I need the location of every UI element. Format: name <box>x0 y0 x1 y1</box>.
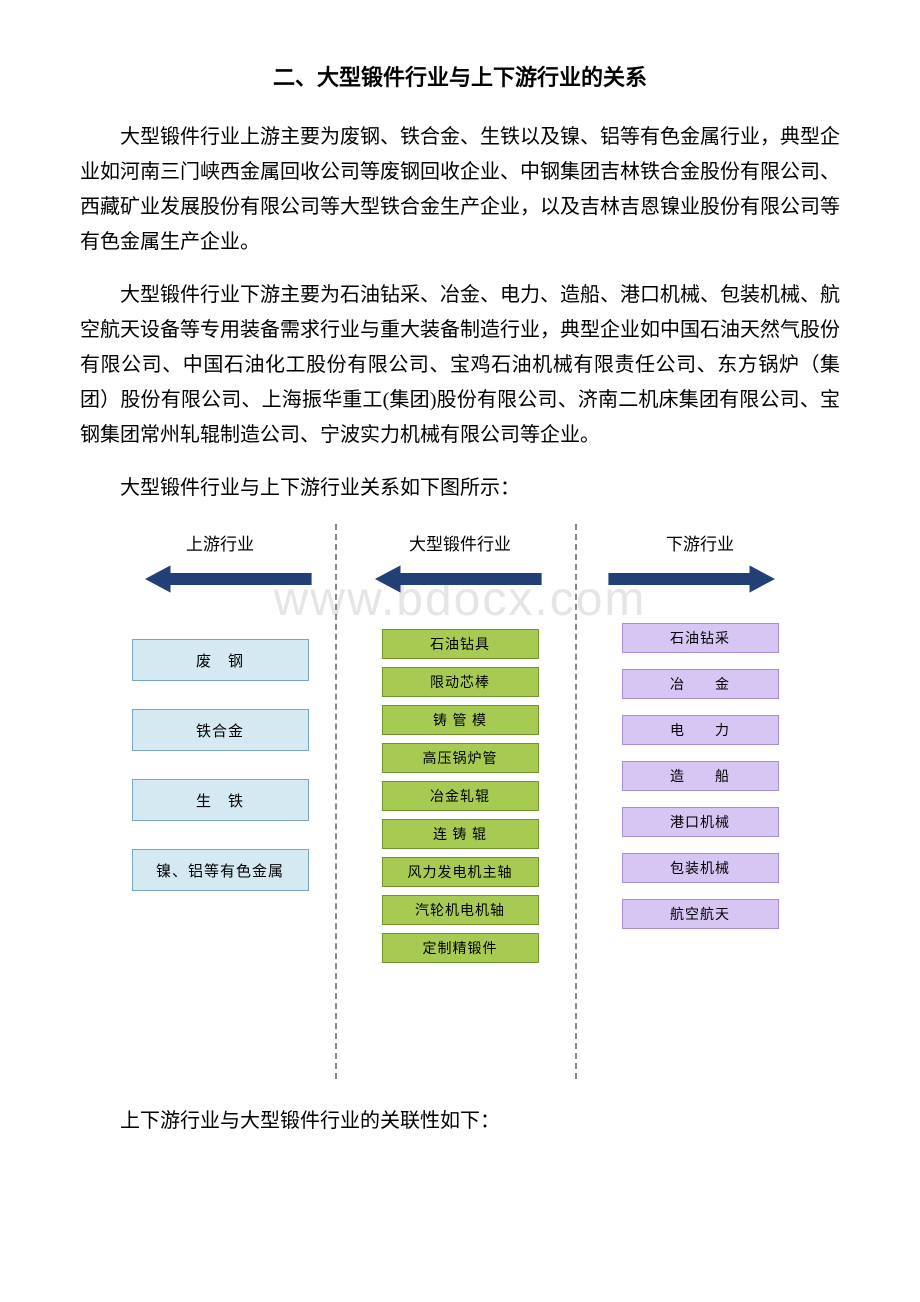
downstream-box-4: 港口机械 <box>622 807 779 837</box>
downstream-box-1: 冶 金 <box>622 669 779 699</box>
downstream-boxes: 石油钻采冶 金电 力造 船港口机械包装机械航空航天 <box>622 623 779 929</box>
arrow-right-icon <box>605 559 775 599</box>
upstream-header: 上游行业 <box>186 530 254 555</box>
column-industry: 大型锻件行业 石油钻具限动芯棒铸 管 模高压锅炉管冶金轧辊连 铸 辊风力发电机主… <box>350 524 570 963</box>
divider-1 <box>335 524 337 1079</box>
paragraph-2: 大型锻件行业下游主要为石油钻采、冶金、电力、造船、港口机械、包装机械、航空航天设… <box>80 278 840 453</box>
downstream-box-0: 石油钻采 <box>622 623 779 653</box>
relation-diagram: www.bdocx.com 上游行业 废 钢铁合金生 铁镍、铝等有色金属 大型锻… <box>110 524 810 1084</box>
downstream-box-2: 电 力 <box>622 715 779 745</box>
document-page: 二、大型锻件行业与上下游行业的关系 大型锻件行业上游主要为废钢、铁合金、生铁以及… <box>0 0 920 1197</box>
downstream-arrow <box>596 559 804 599</box>
industry-header: 大型锻件行业 <box>409 530 511 555</box>
downstream-box-3: 造 船 <box>622 761 779 791</box>
industry-box-5: 连 铸 辊 <box>382 819 539 849</box>
upstream-box-3: 镍、铝等有色金属 <box>132 849 309 891</box>
paragraph-1: 大型锻件行业上游主要为废钢、铁合金、生铁以及镍、铝等有色金属行业，典型企业如河南… <box>80 120 840 260</box>
downstream-box-6: 航空航天 <box>622 899 779 929</box>
industry-box-8: 定制精锻件 <box>382 933 539 963</box>
divider-2 <box>575 524 577 1079</box>
industry-box-6: 风力发电机主轴 <box>382 857 539 887</box>
upstream-boxes: 废 钢铁合金生 铁镍、铝等有色金属 <box>132 639 309 891</box>
industry-box-2: 铸 管 模 <box>382 705 539 735</box>
upstream-box-2: 生 铁 <box>132 779 309 821</box>
industry-arrow <box>356 559 564 599</box>
section-title: 二、大型锻件行业与上下游行业的关系 <box>80 60 840 92</box>
column-upstream: 上游行业 废 钢铁合金生 铁镍、铝等有色金属 <box>110 524 330 891</box>
industry-box-7: 汽轮机电机轴 <box>382 895 539 925</box>
industry-boxes: 石油钻具限动芯棒铸 管 模高压锅炉管冶金轧辊连 铸 辊风力发电机主轴汽轮机电机轴… <box>382 629 539 963</box>
arrow-left-icon <box>375 559 545 599</box>
arrow-left-icon <box>145 559 315 599</box>
industry-box-1: 限动芯棒 <box>382 667 539 697</box>
upstream-box-0: 废 钢 <box>132 639 309 681</box>
upstream-box-1: 铁合金 <box>132 709 309 751</box>
downstream-header: 下游行业 <box>666 530 734 555</box>
downstream-box-5: 包装机械 <box>622 853 779 883</box>
industry-box-4: 冶金轧辊 <box>382 781 539 811</box>
column-downstream: 下游行业 石油钻采冶 金电 力造 船港口机械包装机械航空航天 <box>590 524 810 929</box>
paragraph-3: 大型锻件行业与上下游行业关系如下图所示： <box>80 471 840 506</box>
industry-box-0: 石油钻具 <box>382 629 539 659</box>
paragraph-4: 上下游行业与大型锻件行业的关联性如下： <box>80 1104 840 1139</box>
upstream-arrow <box>116 559 324 599</box>
industry-box-3: 高压锅炉管 <box>382 743 539 773</box>
